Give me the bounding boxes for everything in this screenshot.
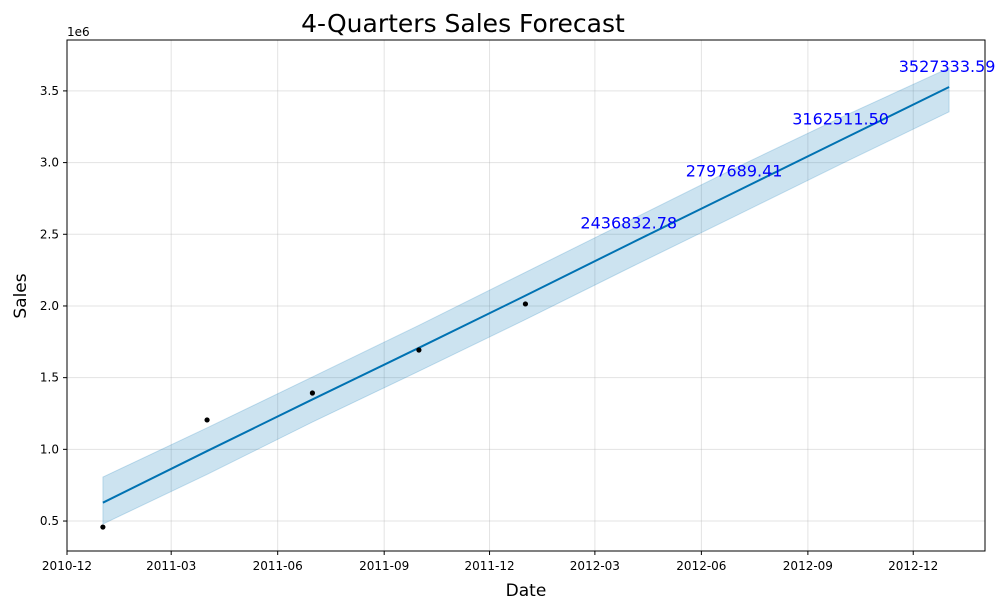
x-tick-label: 2011-03 bbox=[146, 559, 196, 573]
observed-point bbox=[309, 390, 316, 396]
plot-frame bbox=[66, 39, 986, 552]
y-tick-label: 1.5 bbox=[40, 371, 59, 385]
value-label: 3162511.50 bbox=[792, 109, 889, 128]
x-axis-label: Date bbox=[506, 581, 547, 601]
value-label: 3527333.59 bbox=[899, 57, 996, 76]
y-tick-label: 2.5 bbox=[40, 227, 59, 241]
y-tick-label: 1.0 bbox=[40, 442, 59, 456]
observed-point bbox=[416, 347, 422, 353]
x-tick-label: 2012-12 bbox=[888, 559, 938, 573]
chart-title: 4-Quarters Sales Forecast bbox=[301, 9, 625, 38]
y-offset-label: 1e6 bbox=[67, 25, 90, 39]
x-tick-label: 2011-09 bbox=[359, 559, 409, 573]
x-tick-label: 2011-12 bbox=[464, 559, 514, 573]
value-label: 2436832.78 bbox=[580, 213, 677, 232]
observed-point bbox=[522, 301, 529, 307]
y-tick-label: 3.0 bbox=[40, 156, 59, 170]
x-tick-label: 2012-03 bbox=[570, 559, 620, 573]
x-tick-label: 2010-12 bbox=[42, 559, 92, 573]
y-tick-label: 3.5 bbox=[40, 84, 59, 98]
y-axis-label: Sales bbox=[11, 273, 31, 318]
observed-point bbox=[100, 524, 106, 530]
y-tick-label: 0.5 bbox=[40, 514, 59, 528]
forecast-line bbox=[102, 86, 950, 504]
x-tick-label: 2011-06 bbox=[253, 559, 303, 573]
observed-point bbox=[204, 417, 210, 423]
x-tick-label: 2012-06 bbox=[676, 559, 726, 573]
y-tick-label: 2.0 bbox=[40, 299, 59, 313]
x-tick-label: 2012-09 bbox=[783, 559, 833, 573]
value-label: 2797689.41 bbox=[686, 162, 783, 181]
